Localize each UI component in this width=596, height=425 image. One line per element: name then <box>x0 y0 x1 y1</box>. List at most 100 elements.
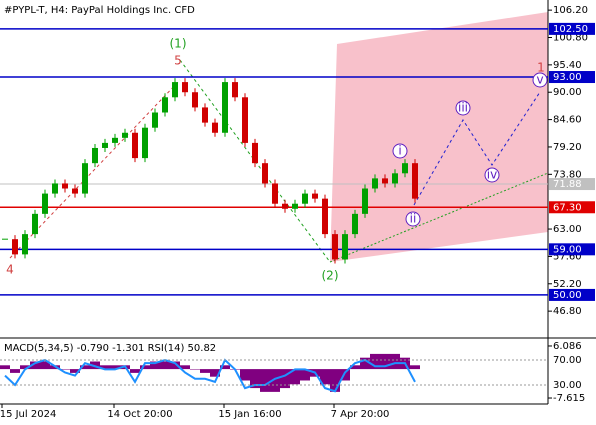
wave-label: i <box>398 144 401 158</box>
wave-circle <box>455 100 471 116</box>
macd-bar <box>190 369 200 370</box>
candle <box>352 213 358 235</box>
macd-bar <box>70 369 80 373</box>
level-box <box>549 22 595 35</box>
candle <box>192 92 198 108</box>
y-tick-label: 95.40 <box>553 60 582 71</box>
macd-bar <box>360 357 370 370</box>
macd-bar <box>20 365 30 370</box>
y-tick-label: 46.80 <box>553 306 582 317</box>
macd-bar <box>320 369 330 385</box>
rsi-tick-label: 70.00 <box>553 355 582 366</box>
macd-bar <box>30 361 40 370</box>
candle <box>42 193 48 214</box>
wave-label: ii <box>410 212 417 226</box>
wave-label: 4 <box>6 263 14 277</box>
macd-bar <box>140 365 150 370</box>
wave-line <box>329 172 549 263</box>
macd-bar <box>80 365 90 370</box>
candle <box>402 163 408 174</box>
candle <box>342 234 348 260</box>
y-tick-label: 52.20 <box>553 279 582 290</box>
candle <box>122 132 128 138</box>
macd-bar <box>10 369 20 373</box>
candle <box>222 82 228 133</box>
x-tick-label: 15 Jan 16:00 <box>218 409 281 420</box>
level-label: 102.50 <box>553 24 588 35</box>
macd-bar <box>130 369 140 373</box>
y-tick-label: 106.20 <box>553 5 588 16</box>
candle <box>232 82 238 98</box>
macd-bar <box>210 369 220 377</box>
candle <box>182 82 188 93</box>
y-tick-label: 63.00 <box>553 224 582 235</box>
candle <box>32 213 38 235</box>
wave-circle <box>392 143 408 159</box>
macd-bar <box>270 369 280 392</box>
candle <box>392 173 398 184</box>
candle <box>112 137 118 143</box>
macd-bar <box>160 361 170 370</box>
wave-label: (2) <box>322 269 339 283</box>
candle <box>272 183 278 204</box>
indicator-label: MACD(5,34,5) -0.790 -1.301 RSI(14) 50.82 <box>4 343 216 354</box>
y-tick-label: 57.60 <box>553 251 582 262</box>
candle <box>372 178 378 189</box>
candle <box>22 234 28 255</box>
level-label: 67.30 <box>553 202 582 213</box>
candle <box>12 239 18 255</box>
macd-bar <box>40 361 50 370</box>
macd-bar <box>330 369 340 392</box>
macd-bar <box>300 369 310 381</box>
macd-bar <box>260 369 270 392</box>
level-box <box>549 201 595 214</box>
y-tick-label: 100.80 <box>553 32 588 43</box>
candle <box>362 188 368 214</box>
candle <box>252 142 258 164</box>
macd-bar <box>170 361 180 370</box>
macd-bar <box>280 369 290 389</box>
level-label: 93.00 <box>553 72 582 83</box>
macd-bar <box>60 369 70 370</box>
candle <box>152 112 158 128</box>
candle <box>102 142 108 148</box>
candle <box>202 107 208 123</box>
candle <box>72 188 78 194</box>
wave-label: (1) <box>170 37 187 51</box>
wave-label: 5 <box>174 54 182 68</box>
candle <box>262 163 268 184</box>
macd-bar <box>200 369 210 373</box>
macd-bar <box>110 365 120 370</box>
candle <box>212 122 218 133</box>
candle <box>322 198 328 235</box>
candle <box>282 203 288 209</box>
macd-bar <box>340 369 350 381</box>
level-label: 50.00 <box>553 290 582 301</box>
macd-bar <box>390 353 400 370</box>
x-tick-label: 15 Jul 2024 <box>0 409 56 420</box>
level-box <box>549 71 595 84</box>
level-box <box>549 288 595 301</box>
wave-line <box>413 91 541 206</box>
macd-bar <box>410 365 420 370</box>
x-tick-label: 7 Apr 20:00 <box>331 409 390 420</box>
macd-bar <box>290 369 300 385</box>
candle <box>302 193 308 204</box>
current-price-box <box>549 178 595 191</box>
candle <box>242 97 248 143</box>
candle <box>382 178 388 184</box>
macd-bar <box>350 365 360 370</box>
macd-bar <box>250 369 260 389</box>
candle <box>172 82 178 98</box>
candle <box>142 127 148 159</box>
wave-label: v <box>536 73 543 87</box>
candle <box>132 132 138 159</box>
macd-tick-label: -7.615 <box>553 393 585 404</box>
candle <box>162 97 168 113</box>
candle <box>332 234 338 260</box>
candle <box>62 183 68 189</box>
candle <box>52 183 58 194</box>
y-tick-label: 90.00 <box>553 87 582 98</box>
wave-line <box>9 79 181 259</box>
macd-bar <box>380 353 390 370</box>
